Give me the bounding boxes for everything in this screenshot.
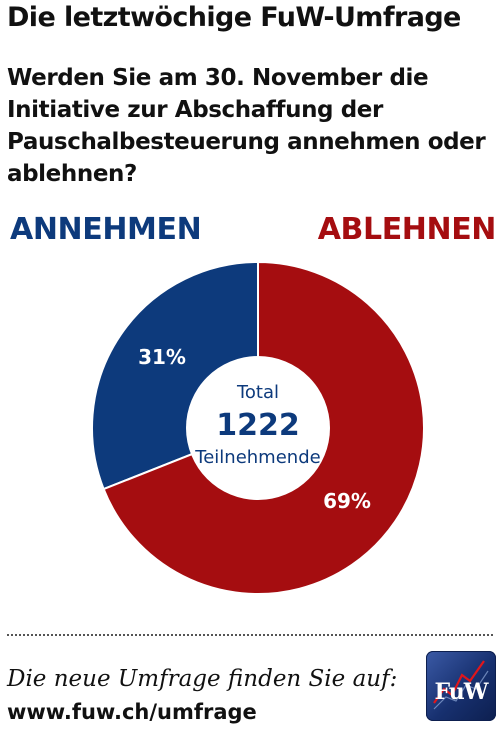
survey-link[interactable]: www.fuw.ch/umfrage: [7, 700, 257, 724]
donut-hole: [186, 356, 330, 500]
value-label-annehmen: 31%: [138, 345, 186, 369]
value-label-ablehnen: 69%: [323, 489, 371, 513]
legend-annehmen: ANNEHMEN: [10, 212, 202, 247]
donut-chart: 31% 69% Total 1222 Teilnehmende: [91, 260, 425, 595]
svg-text:FuW: FuW: [435, 679, 489, 705]
center-total-value: 1222: [216, 408, 300, 443]
footer-text: Die neue Umfrage finden Sie auf:: [7, 666, 398, 692]
fuw-logo: FuW: [426, 651, 496, 721]
dotted-divider: [7, 634, 493, 636]
chart-title: Die letztwöchige FuW-Umfrage: [7, 2, 461, 33]
legend-ablehnen: ABLEHNEN: [317, 212, 497, 247]
survey-question: Werden Sie am 30. November die Initiativ…: [7, 65, 486, 187]
center-participants-label: Teilnehmende: [194, 447, 320, 468]
center-total-label: Total: [236, 382, 279, 403]
